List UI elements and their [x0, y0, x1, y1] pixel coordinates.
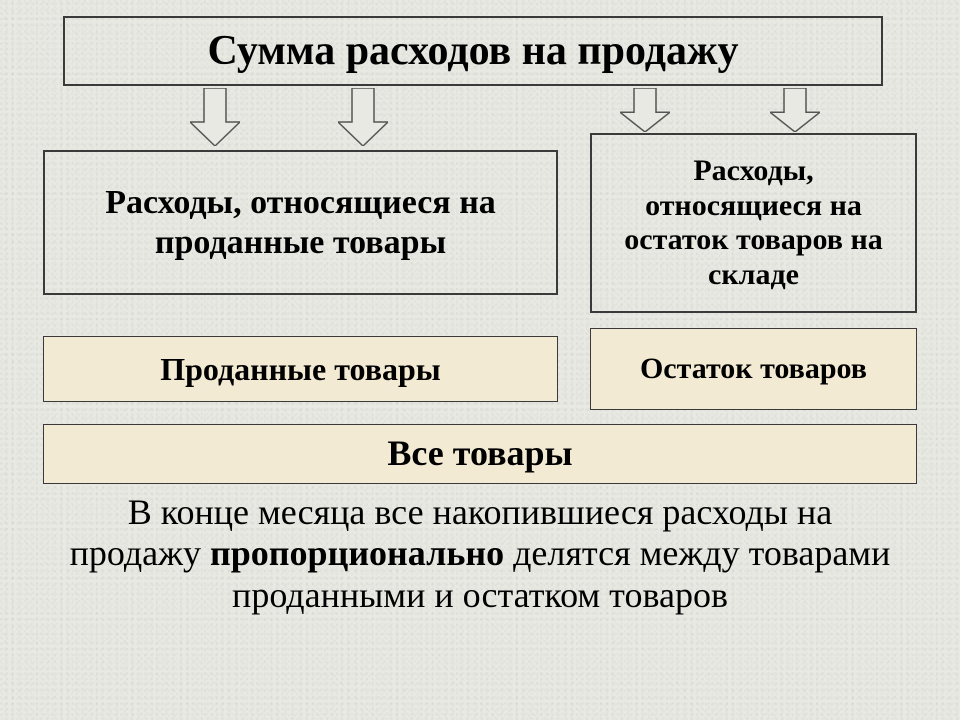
arrow-down-icon — [620, 88, 670, 132]
expenses-sold-text: Расходы, относящиеся на проданные товары — [55, 183, 546, 261]
all-goods-text: Все товары — [387, 433, 572, 474]
title-box: Сумма расходов на продажу — [63, 16, 883, 86]
footer-bold: пропорционально — [210, 533, 504, 573]
footer-paragraph: В конце месяца все накопившиеся расходы … — [60, 492, 900, 616]
title-text: Сумма расходов на продажу — [208, 27, 739, 75]
sold-goods-text: Проданные товары — [160, 351, 441, 388]
arrow-down-icon — [190, 88, 240, 146]
expenses-sold-box: Расходы, относящиеся на проданные товары — [43, 150, 558, 295]
stock-goods-box: Остаток товаров — [590, 328, 917, 410]
stock-goods-text: Остаток товаров — [640, 352, 867, 387]
arrow-down-icon — [338, 88, 388, 146]
sold-goods-box: Проданные товары — [43, 336, 558, 402]
expenses-stock-box: Расходы, относящиеся на остаток товаров … — [590, 133, 917, 313]
expenses-stock-text: Расходы, относящиеся на остаток товаров … — [602, 154, 905, 292]
all-goods-box: Все товары — [43, 424, 917, 484]
arrow-down-icon — [770, 88, 820, 132]
